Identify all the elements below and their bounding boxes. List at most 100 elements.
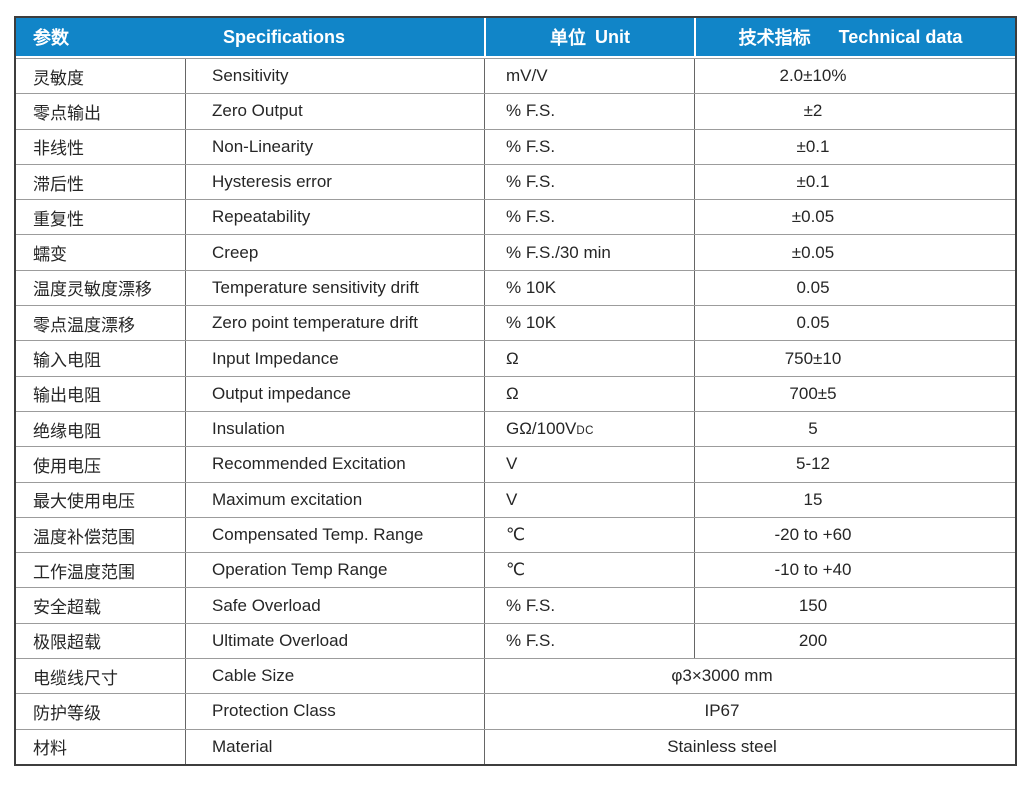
header-tech-zh: 技术指标: [738, 28, 811, 48]
spec-cell: Material: [185, 729, 484, 764]
param-label: 材料: [33, 739, 67, 759]
spec-label: Safe Overload: [212, 595, 321, 615]
param-cell: 滞后性: [16, 165, 185, 199]
value-label: ±0.05: [791, 207, 835, 227]
header-tech-en: Technical data: [838, 26, 963, 47]
unit-cell: ℃: [484, 553, 694, 588]
param-label: 极限超载: [33, 633, 101, 653]
spec-cell: Ultimate Overload: [185, 623, 484, 659]
value-cell: 5: [694, 411, 1015, 447]
spec-label: Hysteresis error: [212, 172, 332, 192]
table-row: 最大使用电压 Maximum excitation V 15: [16, 481, 1015, 517]
spec-label: Protection Class: [212, 701, 336, 721]
value-label: IP67: [704, 701, 740, 721]
unit-label: % 10K: [506, 277, 557, 297]
param-cell: 输出电阻: [16, 377, 185, 411]
param-label: 输入电阻: [33, 351, 101, 371]
value-label: 5: [808, 419, 818, 439]
spec-cell: Zero point temperature drift: [185, 306, 484, 341]
spec-label: Temperature sensitivity drift: [212, 277, 419, 297]
spec-cell: Temperature sensitivity drift: [185, 270, 484, 306]
header-unit-zh: 单位: [550, 28, 586, 48]
value-label: 2.0±10%: [779, 66, 847, 86]
value-label: 15: [803, 489, 823, 509]
unit-cell: mV/V: [484, 59, 694, 94]
unit-cell: % F.S.: [484, 94, 694, 129]
value-label: 0.05: [796, 313, 830, 333]
unit-label: % F.S.: [506, 630, 556, 650]
param-cell: 零点输出: [16, 94, 185, 128]
param-cell: 电缆线尺寸: [16, 659, 185, 693]
param-cell: 最大使用电压: [16, 483, 185, 517]
value-cell: 700±5: [694, 376, 1015, 411]
table-row: 零点温度漂移 Zero point temperature drift % 10K 0…: [16, 305, 1015, 341]
value-cell: -20 to +60: [694, 517, 1015, 553]
spec-cell: Cable Size: [185, 659, 484, 694]
value-label: φ3×3000 mm: [671, 666, 773, 686]
unit-cell: Ω: [484, 376, 694, 411]
unit-cell: % F.S.: [484, 129, 694, 164]
param-cell: 蠕变: [16, 235, 185, 269]
value-cell: -10 to +40: [694, 553, 1015, 588]
spec-label: Compensated Temp. Range: [212, 525, 424, 544]
unit-cell: % F.S./30 min: [484, 235, 694, 270]
value-cell: ±2: [694, 94, 1015, 129]
param-label: 防护等级: [33, 703, 101, 723]
unit-cell: V: [484, 447, 694, 482]
table-row: 滞后性 Hysteresis error % F.S. ±0.1: [16, 163, 1015, 200]
header-specifications: Specifications: [185, 18, 484, 56]
table-row: 电缆线尺寸 Cable Size φ3×3000 mm: [16, 658, 1015, 694]
spec-label: Material: [212, 736, 273, 756]
table-row: 非线性 Non-Linearity % F.S. ±0.1: [16, 128, 1015, 164]
unit-cell: V: [484, 482, 694, 517]
spec-label: Ultimate Overload: [212, 630, 349, 650]
spec-label: Zero Output: [212, 101, 303, 121]
spec-label: Insulation: [212, 419, 285, 439]
value-cell: ±0.1: [694, 164, 1015, 200]
value-label: ±2: [803, 101, 823, 121]
spec-label: Repeatability: [212, 207, 311, 227]
merged-value-cell: φ3×3000 mm: [484, 659, 1015, 694]
param-label: 重复性: [33, 209, 84, 229]
spec-table: 参数 Specifications 单位 Unit 技术指标 Technical d…: [14, 16, 1017, 766]
param-label: 输出电阻: [33, 386, 101, 406]
table-row: 温度补偿范围 Compensated Temp. Range ℃ -20 to +60: [16, 516, 1015, 553]
spec-cell: Compensated Temp. Range: [185, 517, 484, 553]
param-cell: 温度灵敏度漂移: [16, 271, 185, 305]
table-row: 输入电阻 Input Impedance Ω 750±10: [16, 340, 1015, 376]
unit-subscript: DC: [576, 425, 594, 438]
value-label: Stainless steel: [667, 736, 777, 756]
value-cell: 5-12: [694, 447, 1015, 482]
param-label: 零点温度漂移: [33, 315, 135, 335]
table-row: 灵敏度 Sensitivity mV/V 2.0±10%: [16, 58, 1015, 94]
unit-label: % F.S.: [506, 101, 556, 121]
spec-cell: Recommended Excitation: [185, 447, 484, 482]
header-technical-data: 技术指标 Technical data: [694, 18, 1015, 56]
unit-cell: % F.S.: [484, 623, 694, 659]
unit-cell: % F.S.: [484, 164, 694, 200]
spec-label: Cable Size: [212, 666, 295, 686]
unit-label: % 10K: [506, 313, 557, 333]
value-label: 0.05: [796, 277, 830, 297]
unit-label: % F.S.: [506, 136, 556, 156]
param-label: 蠕变: [33, 245, 67, 265]
value-cell: 0.05: [694, 306, 1015, 341]
spec-cell: Insulation: [185, 411, 484, 447]
param-cell: 防护等级: [16, 694, 185, 728]
spec-cell: Output impedance: [185, 376, 484, 411]
spec-cell: Creep: [185, 235, 484, 270]
spec-label: Zero point temperature drift: [212, 313, 418, 333]
spec-cell: Non-Linearity: [185, 129, 484, 164]
param-cell: 极限超载: [16, 624, 185, 658]
header-param-zh: 参数: [33, 28, 69, 48]
spec-cell: Maximum excitation: [185, 482, 484, 517]
unit-label: V: [506, 454, 518, 474]
unit-label: ℃: [506, 525, 526, 544]
value-label: ±0.05: [791, 242, 835, 262]
param-cell: 使用电压: [16, 447, 185, 481]
spec-cell: Repeatability: [185, 200, 484, 235]
value-label: 5-12: [795, 454, 831, 474]
unit-cell: Ω: [484, 341, 694, 376]
value-cell: ±0.05: [694, 200, 1015, 235]
spec-cell: Safe Overload: [185, 588, 484, 623]
